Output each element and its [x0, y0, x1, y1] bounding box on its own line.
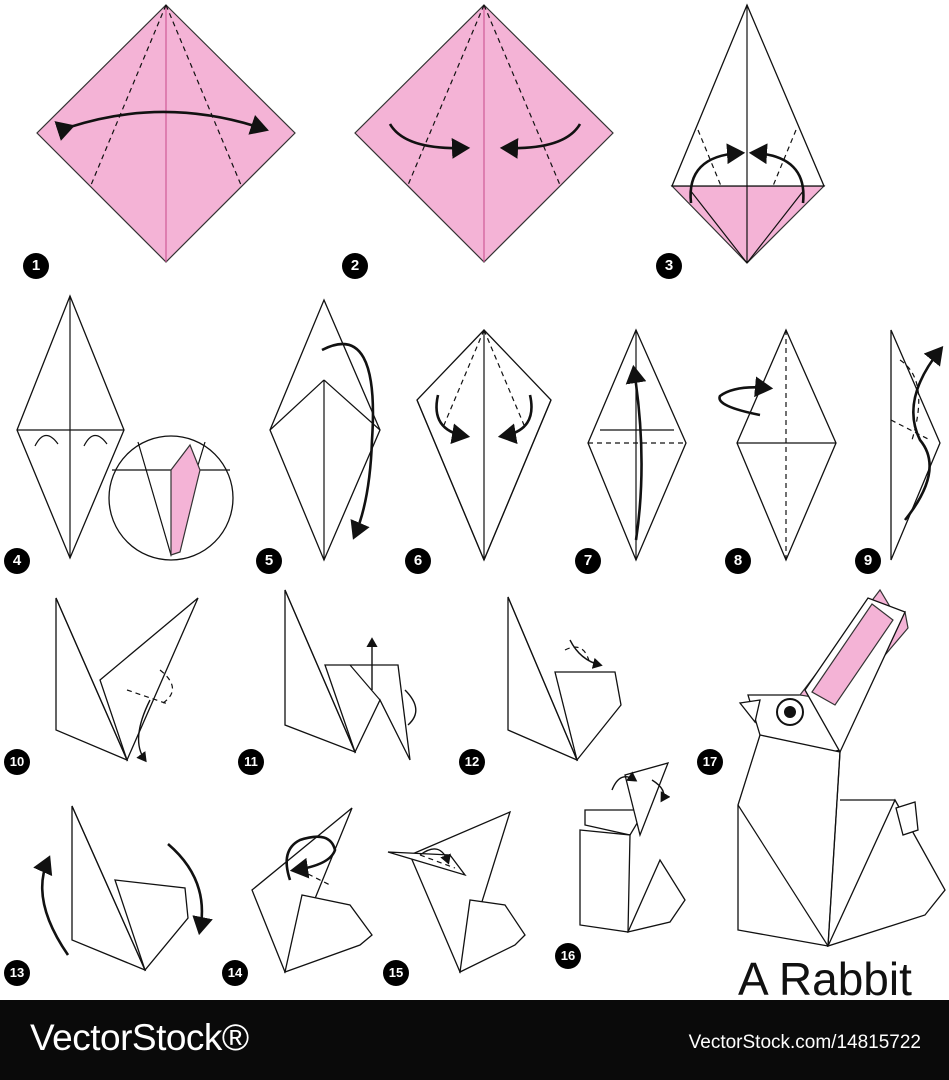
- step-number-2: 2: [342, 253, 368, 279]
- step-number-7: 7: [575, 548, 601, 574]
- step-number-12: 12: [459, 749, 485, 775]
- step-number-5: 5: [256, 548, 282, 574]
- step-17-rabbit: [737, 588, 946, 948]
- image-id-text: VectorStock.com/14815722: [688, 1032, 921, 1053]
- step-number-8: 8: [725, 548, 751, 574]
- step-number-6: 6: [405, 548, 431, 574]
- step-number-16: 16: [555, 943, 581, 969]
- step-number-14: 14: [222, 960, 248, 986]
- step-11-figure: [284, 589, 417, 761]
- diagram-title: A Rabbit: [738, 953, 912, 1005]
- step-number-11: 11: [238, 749, 264, 775]
- step-6-figure: [416, 329, 552, 562]
- step-number-10: 10: [4, 749, 30, 775]
- step-number-1: 1: [23, 253, 49, 279]
- step-13-figure: [33, 805, 213, 972]
- step-number-17: 17: [697, 749, 723, 775]
- step-number-13: 13: [4, 960, 30, 986]
- step-3-figure: [670, 3, 826, 264]
- origami-diagram: [16, 3, 946, 974]
- step-16-figure: [579, 762, 686, 933]
- step-9-figure: [890, 329, 944, 561]
- step-14-figure: [251, 807, 373, 974]
- step-12-figure: [507, 596, 622, 762]
- step-5-figure: [269, 298, 381, 562]
- step-7-figure: [587, 328, 687, 562]
- step-4-figure: [16, 294, 234, 561]
- step-1-figure: [36, 4, 296, 263]
- step-2-figure: [354, 4, 614, 263]
- brand-logo: VectorStock®: [30, 1017, 249, 1058]
- step-number-4: 4: [4, 548, 30, 574]
- step-number-9: 9: [855, 548, 881, 574]
- step-number-3: 3: [656, 253, 682, 279]
- footer-bar: [0, 1000, 949, 1080]
- step-10-figure: [55, 597, 199, 763]
- step-8-figure: [718, 328, 837, 562]
- step-number-15: 15: [383, 960, 409, 986]
- step-15-figure: [387, 810, 526, 974]
